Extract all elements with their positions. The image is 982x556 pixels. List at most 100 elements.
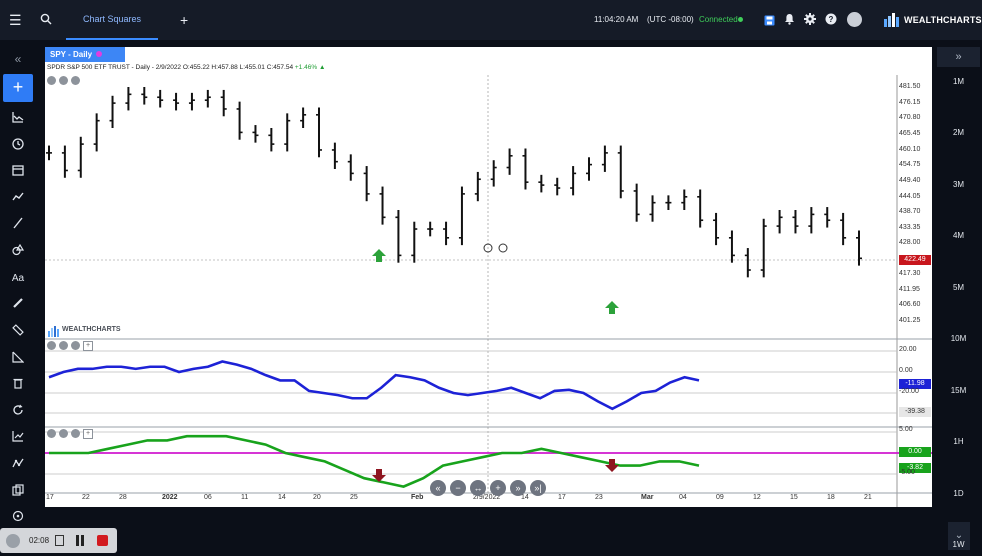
wave-icon[interactable]	[8, 455, 28, 475]
trash-icon[interactable]	[8, 375, 28, 395]
recorder-pause-icon[interactable]	[76, 535, 84, 546]
copy-icon[interactable]	[8, 482, 28, 502]
price-axis-label: 411.95	[899, 286, 920, 293]
search-icon[interactable]	[40, 13, 52, 27]
timezone-label[interactable]: (UTC -08:00)	[647, 15, 694, 24]
fit-icon[interactable]: ↔	[470, 480, 486, 496]
indicator2-add-icon[interactable]: +	[83, 429, 93, 439]
interval-3m[interactable]: 3M	[952, 180, 965, 189]
pencil-icon[interactable]	[8, 295, 28, 315]
last-price-tag: 422.49	[899, 255, 931, 265]
x-axis-label: 11	[241, 494, 249, 501]
interval-sidebar: » 1M 2M 3M 4M 5M 10M 15M 1H 1D ⌄ 1W	[937, 47, 982, 556]
dropdown-icon[interactable]	[59, 76, 68, 85]
collapse-left-icon[interactable]: «	[14, 52, 22, 66]
scroll-start-icon[interactable]: «	[430, 480, 446, 496]
indicator1-settings-icon[interactable]	[47, 341, 56, 350]
recorder-time: 02:08	[29, 536, 50, 545]
measure-icon[interactable]	[8, 349, 28, 369]
x-axis-label: Feb	[411, 494, 424, 501]
up-arrow-icon	[605, 301, 619, 314]
zoom-in-icon[interactable]: +	[490, 480, 506, 496]
bell-icon[interactable]	[784, 13, 795, 27]
indicator2-settings-icon[interactable]	[47, 429, 56, 438]
indicator-icon[interactable]	[8, 109, 28, 129]
clock-time: 11:04:20 AM	[594, 15, 639, 24]
shapes-icon[interactable]	[8, 242, 28, 262]
interval-15m[interactable]: 15M	[950, 386, 967, 395]
interval-4m[interactable]: 4M	[952, 231, 965, 240]
x-axis-label: 22	[82, 494, 90, 501]
x-axis-label: 09	[716, 494, 724, 501]
symbol-label: SPY - Daily	[50, 50, 93, 59]
chart-area[interactable]: SPY - Daily SPDR S&P 500 ETF TRUST - Dai…	[45, 47, 932, 507]
indicator1-low-tag: -39.38	[899, 407, 931, 417]
x-axis-label: Mar	[641, 494, 654, 501]
recorder-stop-icon[interactable]	[97, 535, 108, 546]
indicator1-close-icon[interactable]	[71, 341, 80, 350]
scroll-end-icon[interactable]: »|	[530, 480, 546, 496]
indicator2-axis-label: 5.00	[899, 426, 913, 433]
scroll-forward-icon[interactable]: »	[510, 480, 526, 496]
indicator2-dropdown-icon[interactable]	[59, 429, 68, 438]
bar-chart-icon[interactable]	[8, 428, 28, 448]
clock-icon[interactable]	[8, 136, 28, 156]
settings-icon[interactable]	[47, 76, 56, 85]
line-tool-icon[interactable]	[8, 215, 28, 235]
recorder-handle-icon[interactable]	[6, 534, 20, 548]
add-tab-icon[interactable]: +	[180, 12, 189, 28]
indicator1-add-icon[interactable]: +	[83, 341, 93, 351]
recorder-delete-icon[interactable]	[55, 535, 64, 546]
tab-chart-squares[interactable]: Chart Squares	[66, 0, 158, 40]
connection-dot	[738, 17, 743, 22]
top-bar: ☰ Chart Squares + 11:04:20 AM (UTC -08:0…	[0, 0, 982, 40]
close-pane-icon[interactable]	[71, 76, 80, 85]
interval-10m[interactable]: 10M	[950, 334, 967, 343]
interval-5m[interactable]: 5M	[952, 283, 965, 292]
add-drawing-button[interactable]: +	[3, 74, 33, 102]
price-chart[interactable]	[45, 47, 932, 507]
price-axis-label: 476.15	[899, 99, 921, 106]
help-icon[interactable]: ?	[825, 13, 837, 27]
indicator1-line	[48, 360, 700, 411]
indicator2-close-icon[interactable]	[71, 429, 80, 438]
ohlc-change: +1.46%	[294, 64, 318, 71]
menu-icon[interactable]: ☰	[9, 12, 22, 28]
ruler-icon[interactable]	[8, 322, 28, 342]
interval-1d[interactable]: 1D	[953, 489, 964, 498]
symbol-tag[interactable]: SPY - Daily	[45, 47, 125, 62]
x-axis-label: 12	[753, 494, 761, 501]
price-axis-label: 470.80	[899, 114, 921, 121]
indicator2-value-tag: -3.82	[899, 463, 931, 473]
indicator2-zero-tag: 0.00	[899, 447, 931, 457]
refresh-icon[interactable]	[8, 402, 28, 422]
price-axis-label: 444.05	[899, 193, 921, 200]
drawing-toolbar: « + Aa	[0, 47, 36, 556]
expand-right-icon[interactable]: »	[937, 47, 980, 67]
x-axis-label: 21	[864, 494, 872, 501]
watermark-logo-icon	[48, 326, 59, 337]
x-axis-label: 06	[204, 494, 212, 501]
gear-icon[interactable]	[804, 13, 816, 27]
zoom-out-icon[interactable]: −	[450, 480, 466, 496]
down-arrow-icon	[605, 459, 619, 472]
price-axis-label: 406.60	[899, 301, 921, 308]
save-icon[interactable]	[764, 14, 775, 28]
watermark-text: WEALTHCHARTS	[62, 326, 121, 333]
indicator1-axis-label: -20.00	[899, 388, 919, 395]
text-tool-icon[interactable]: Aa	[11, 273, 25, 284]
interval-2m[interactable]: 2M	[952, 128, 965, 137]
trend-icon[interactable]	[8, 189, 28, 209]
brand-logo: WEALTHCHARTS	[884, 13, 982, 32]
collapse-down-icon[interactable]: ⌄	[948, 522, 970, 550]
x-axis-label: 2022	[162, 494, 178, 501]
target-icon[interactable]	[8, 508, 28, 528]
interval-1w[interactable]: 1W	[952, 540, 965, 549]
indicator1-dropdown-icon[interactable]	[59, 341, 68, 350]
avatar[interactable]	[847, 12, 862, 27]
indicator2-line	[49, 434, 700, 488]
interval-1m[interactable]: 1M	[952, 77, 965, 86]
calendar-icon[interactable]	[8, 162, 28, 182]
connection-status: Connected	[699, 15, 738, 24]
interval-1h[interactable]: 1H	[953, 437, 964, 446]
